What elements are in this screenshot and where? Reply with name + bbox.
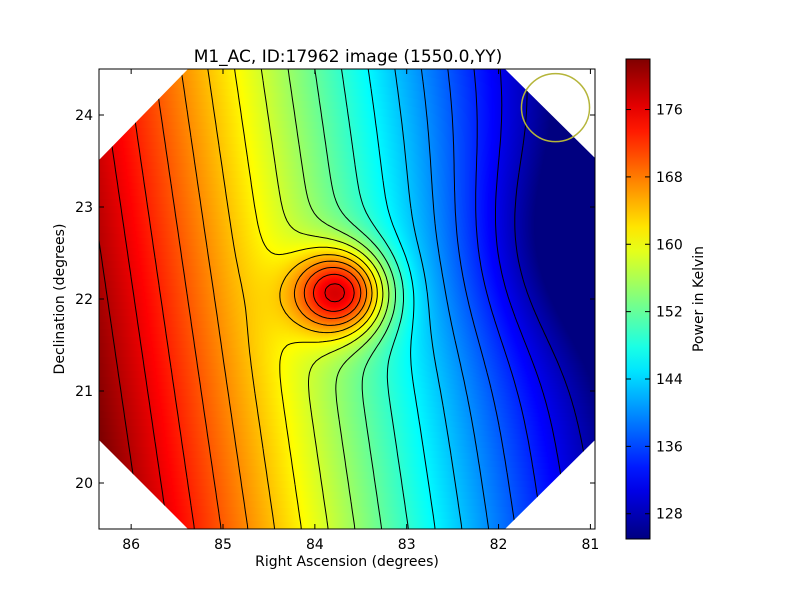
x-tick-label: 84 [306, 537, 324, 553]
colorbar-tick-label: 152 [656, 305, 683, 321]
x-axis-ticks: 86 85 84 83 82 81 [122, 69, 599, 553]
y-tick-label: 24 [75, 108, 93, 124]
chart-title: M1_AC, ID:17962 image (1550.0,YY) [194, 47, 503, 67]
colorbar-tick-label: 128 [656, 507, 683, 523]
contour-level-155 [287, 69, 390, 529]
colorbar-tick-label: 136 [656, 439, 683, 455]
beam-marker [520, 72, 591, 143]
heatmap-image [99, 69, 595, 529]
x-axis-label: Right Ascension (degrees) [255, 554, 439, 570]
colorbar-label: Power in Kelvin [691, 246, 707, 352]
colorbar-bar [625, 58, 651, 540]
contour-lines [99, 69, 595, 529]
contour-level-137 [447, 69, 516, 529]
plot-area: 86 85 84 83 82 81 20 21 22 23 24 [75, 68, 599, 553]
contour-level-149 [341, 69, 409, 529]
y-tick-label: 20 [75, 476, 93, 492]
y-axis-label: Declination (degrees) [52, 224, 68, 375]
x-tick-label: 82 [490, 537, 508, 553]
colorbar-tick-label: 144 [656, 372, 683, 388]
contour-level-158 [260, 69, 384, 529]
colorbar-tick-label: 168 [656, 170, 683, 186]
y-tick-label: 22 [75, 292, 93, 308]
y-tick-label: 23 [75, 200, 93, 216]
x-tick-label: 85 [214, 537, 232, 553]
colorbar-tick-label: 160 [656, 237, 683, 253]
x-tick-label: 83 [398, 537, 416, 553]
colorbar-ticks: 128 136 144 152 160 168 176 [626, 103, 683, 523]
y-tick-label: 21 [75, 384, 93, 400]
y-axis-ticks: 20 21 22 23 24 [75, 108, 595, 492]
x-tick-label: 81 [581, 537, 599, 553]
colorbar: 128 136 144 152 160 168 176 Power in Kelvin [625, 58, 707, 540]
contour-level-146 [367, 69, 436, 529]
colorbar-tick-label: 176 [656, 103, 683, 119]
contour-level-140 [420, 69, 490, 529]
contour-level-164 [207, 69, 373, 529]
x-tick-label: 86 [122, 537, 140, 553]
contour-level-134 [473, 69, 543, 529]
contour-level-161 [234, 69, 378, 529]
